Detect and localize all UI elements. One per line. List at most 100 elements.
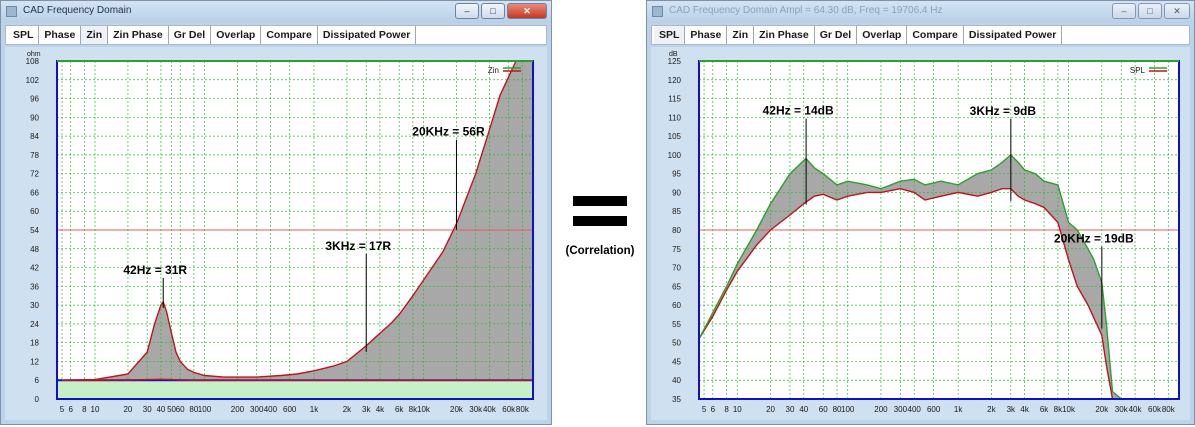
y-tick-label: 90 bbox=[672, 188, 681, 197]
tab-gr-del[interactable]: Gr Del bbox=[169, 26, 212, 44]
y-tick-label: 80 bbox=[672, 226, 681, 235]
x-tick-label: 4k bbox=[376, 405, 385, 414]
tab-overlap[interactable]: Overlap bbox=[857, 26, 908, 44]
x-tick-label: 1k bbox=[954, 405, 963, 414]
annotation-label: 20KHz = 56R bbox=[412, 125, 485, 139]
y-tick-label: 66 bbox=[30, 188, 39, 197]
maximize-button[interactable]: □ bbox=[481, 3, 505, 19]
left-window-controls: – □ ✕ bbox=[455, 3, 547, 19]
close-button[interactable]: ✕ bbox=[1164, 3, 1190, 19]
x-tick-label: 400 bbox=[908, 405, 922, 414]
tab-zin[interactable]: Zin bbox=[727, 26, 755, 44]
x-tick-label: 300 bbox=[250, 405, 264, 414]
x-tick-label: 100 bbox=[198, 405, 212, 414]
tab-phase[interactable]: Phase bbox=[39, 26, 82, 44]
x-tick-label: 6k bbox=[395, 405, 404, 414]
x-tick-label: 8 bbox=[724, 405, 729, 414]
tab-zin-phase[interactable]: Zin Phase bbox=[754, 26, 815, 44]
tab-compare[interactable]: Compare bbox=[261, 26, 318, 44]
y-tick-label: 105 bbox=[668, 132, 682, 141]
right-tabbar: SPL Phase Zin Zin Phase Gr Del Overlap C… bbox=[651, 25, 1190, 45]
x-tick-label: 80k bbox=[1162, 405, 1176, 414]
y-tick-label: 120 bbox=[668, 76, 682, 85]
x-tick-label: 60k bbox=[502, 405, 516, 414]
floor-band bbox=[57, 380, 533, 399]
y-tick-label: 108 bbox=[26, 57, 40, 66]
x-tick-label: 20 bbox=[123, 405, 132, 414]
maximize-button[interactable]: □ bbox=[1138, 3, 1162, 19]
tab-dissipated-power[interactable]: Dissipated Power bbox=[964, 26, 1063, 44]
x-tick-label: 200 bbox=[874, 405, 888, 414]
tab-spl[interactable]: SPL bbox=[8, 26, 40, 44]
y-tick-label: 84 bbox=[30, 132, 39, 141]
correlation-label: (Correlation) bbox=[565, 245, 635, 257]
y-tick-label: 60 bbox=[30, 207, 39, 216]
lower-curve bbox=[698, 187, 1114, 400]
equals-sign bbox=[573, 196, 627, 236]
y-tick-label: 45 bbox=[672, 357, 681, 366]
difference-fill bbox=[62, 61, 533, 381]
y-tick-label: 50 bbox=[672, 339, 681, 348]
tab-gr-del[interactable]: Gr Del bbox=[815, 26, 858, 44]
x-tick-label: 600 bbox=[927, 405, 941, 414]
annotation-label: 20KHz = 19dB bbox=[1054, 232, 1134, 246]
y-tick-label: 115 bbox=[668, 95, 681, 104]
x-tick-label: 2k bbox=[987, 405, 996, 414]
annotation-label: 3KHz = 17R bbox=[325, 239, 391, 253]
right-window-controls: – □ ✕ bbox=[1112, 3, 1190, 19]
tab-spl[interactable]: SPL bbox=[654, 26, 686, 44]
y-tick-label: 24 bbox=[30, 320, 39, 329]
x-tick-label: 100 bbox=[841, 405, 855, 414]
y-tick-label: 96 bbox=[30, 95, 39, 104]
x-tick-label: 6 bbox=[68, 405, 73, 414]
equals-bar-bottom bbox=[573, 216, 627, 226]
y-tick-label: 55 bbox=[672, 320, 681, 329]
tab-phase[interactable]: Phase bbox=[685, 26, 728, 44]
x-tick-label: 6 bbox=[711, 405, 716, 414]
right-window: CAD Frequency Domain Ampl = 64.30 dB, Fr… bbox=[646, 0, 1195, 425]
right-plot-panel: 35 40 45 50 55 60 65 70 75 80 85 90 95 100 105 110 115 12… bbox=[651, 47, 1190, 420]
x-tick-label: 40 bbox=[799, 405, 808, 414]
annotation-label: 42Hz = 31R bbox=[123, 263, 187, 277]
tab-zin[interactable]: Zin bbox=[81, 26, 109, 44]
x-tick-label: 30k bbox=[469, 405, 483, 414]
y-tick-label: 35 bbox=[672, 395, 681, 404]
app-icon bbox=[6, 6, 17, 17]
x-tick-label: 80 bbox=[833, 405, 842, 414]
legend-label: Zin bbox=[488, 66, 499, 75]
y-tick-label: 42 bbox=[30, 264, 39, 273]
x-tick-label: 8k bbox=[1054, 405, 1063, 414]
y-tick-label: 54 bbox=[30, 226, 39, 235]
x-tick-label: 80 bbox=[189, 405, 198, 414]
y-tick-label: 100 bbox=[668, 151, 682, 160]
x-tick-label: 600 bbox=[283, 405, 297, 414]
y-tick-label: 65 bbox=[672, 282, 681, 291]
tab-overlap[interactable]: Overlap bbox=[211, 26, 262, 44]
lower-curve bbox=[62, 378, 533, 381]
y-tick-label: 18 bbox=[30, 339, 39, 348]
right-titlebar: CAD Frequency Domain Ampl = 64.30 dB, Fr… bbox=[647, 1, 1194, 23]
minimize-button[interactable]: – bbox=[455, 3, 479, 19]
legend-label: SPL bbox=[1130, 66, 1146, 75]
y-tick-label: 85 bbox=[672, 207, 681, 216]
y-tick-label: 90 bbox=[30, 113, 39, 122]
x-tick-label: 200 bbox=[231, 405, 245, 414]
y-tick-label: 72 bbox=[30, 170, 39, 179]
tab-dissipated-power[interactable]: Dissipated Power bbox=[318, 26, 417, 44]
y-tick-label: 48 bbox=[30, 245, 39, 254]
y-axis-label: ohm bbox=[27, 51, 41, 58]
close-button[interactable]: ✕ bbox=[507, 3, 547, 19]
tab-compare[interactable]: Compare bbox=[907, 26, 964, 44]
annotation-label: 42Hz = 14dB bbox=[763, 104, 834, 118]
x-tick-label: 30 bbox=[143, 405, 152, 414]
left-titlebar: CAD Frequency Domain – □ ✕ bbox=[1, 1, 551, 23]
spl-chart: 3540455055606570758085909510010511011512… bbox=[668, 51, 1180, 414]
tab-zin-phase[interactable]: Zin Phase bbox=[108, 26, 169, 44]
impedance-chart: 06121824303642485460667278849096102108oh… bbox=[26, 51, 534, 414]
x-tick-label: 60k bbox=[1148, 405, 1162, 414]
x-tick-label: 10k bbox=[417, 405, 431, 414]
y-tick-label: 95 bbox=[672, 170, 681, 179]
y-tick-label: 60 bbox=[672, 301, 681, 310]
x-tick-label: 5 bbox=[60, 405, 65, 414]
minimize-button[interactable]: – bbox=[1112, 3, 1136, 19]
